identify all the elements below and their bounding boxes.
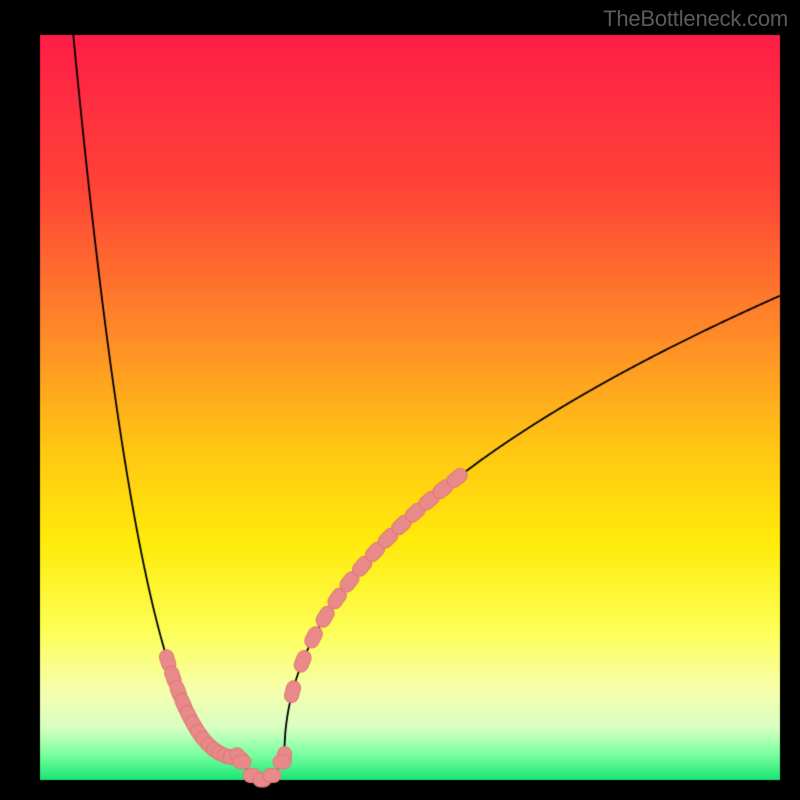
watermark-text: TheBottleneck.com [603,6,788,32]
bottleneck-chart-canvas [0,0,800,800]
